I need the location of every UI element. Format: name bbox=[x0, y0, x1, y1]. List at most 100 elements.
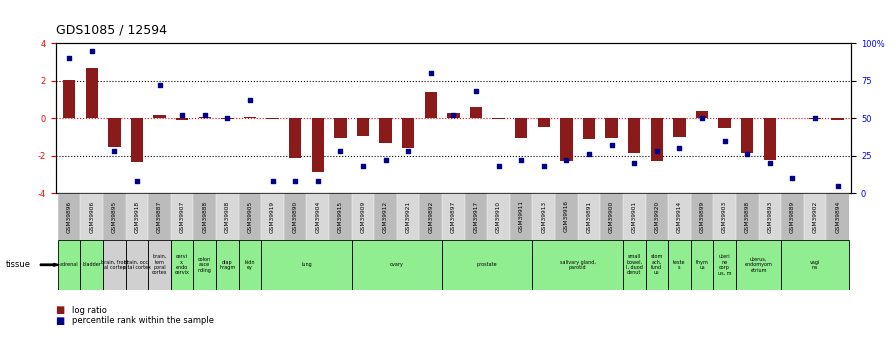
Bar bbox=[759, 193, 781, 240]
Point bbox=[356, 164, 370, 169]
Text: cervi
x,
endo
cervix: cervi x, endo cervix bbox=[175, 254, 190, 275]
Text: prostate: prostate bbox=[477, 262, 497, 267]
Text: uterus,
endomyom
etrium: uterus, endomyom etrium bbox=[745, 257, 772, 273]
Point bbox=[311, 178, 325, 184]
Point bbox=[62, 55, 76, 61]
Text: GSM39895: GSM39895 bbox=[112, 200, 116, 233]
Point bbox=[220, 115, 235, 121]
Bar bbox=[108, 118, 121, 147]
Bar bbox=[262, 193, 284, 240]
Bar bbox=[582, 118, 595, 139]
Text: GSM39911: GSM39911 bbox=[519, 200, 523, 233]
Text: GSM39919: GSM39919 bbox=[270, 200, 275, 233]
Bar bbox=[442, 240, 532, 290]
Bar bbox=[556, 193, 578, 240]
Bar bbox=[532, 193, 556, 240]
Point bbox=[718, 138, 732, 144]
Text: brain, front
al cortex: brain, front al cortex bbox=[100, 259, 128, 270]
Text: salivary gland,
parotid: salivary gland, parotid bbox=[560, 259, 596, 270]
Bar bbox=[379, 118, 392, 144]
Bar bbox=[628, 118, 641, 153]
Bar bbox=[103, 193, 125, 240]
Bar bbox=[668, 240, 691, 290]
Bar bbox=[713, 240, 736, 290]
Bar bbox=[176, 118, 188, 120]
Text: GSM39894: GSM39894 bbox=[835, 200, 840, 233]
Text: bladder: bladder bbox=[82, 262, 101, 267]
Point bbox=[672, 146, 686, 151]
Text: GSM39893: GSM39893 bbox=[767, 200, 772, 233]
Bar bbox=[221, 118, 234, 119]
Bar bbox=[125, 193, 148, 240]
Bar bbox=[713, 193, 736, 240]
Point bbox=[265, 178, 280, 184]
Text: GSM39909: GSM39909 bbox=[360, 200, 366, 233]
Point bbox=[469, 88, 483, 94]
Bar bbox=[447, 114, 460, 118]
Point bbox=[808, 115, 823, 121]
Text: GSM39890: GSM39890 bbox=[293, 200, 297, 233]
Bar bbox=[199, 117, 211, 118]
Bar bbox=[809, 118, 822, 119]
Bar bbox=[58, 193, 81, 240]
Text: GSM39887: GSM39887 bbox=[157, 200, 162, 233]
Bar bbox=[470, 107, 482, 118]
Text: GSM39910: GSM39910 bbox=[496, 200, 501, 233]
Bar bbox=[194, 193, 216, 240]
Bar bbox=[351, 193, 375, 240]
Bar bbox=[85, 68, 98, 118]
Text: GSM39912: GSM39912 bbox=[383, 200, 388, 233]
Text: uteri
ne
corp
us, m: uteri ne corp us, m bbox=[718, 254, 731, 275]
Point bbox=[537, 164, 551, 169]
Bar bbox=[244, 117, 256, 118]
Bar bbox=[351, 240, 442, 290]
Text: GSM39921: GSM39921 bbox=[406, 200, 410, 233]
Bar bbox=[58, 240, 81, 290]
Point bbox=[785, 175, 799, 181]
Point bbox=[243, 97, 257, 103]
Bar bbox=[668, 193, 691, 240]
Text: GSM39918: GSM39918 bbox=[134, 200, 140, 233]
Bar bbox=[334, 118, 347, 138]
Text: GSM39888: GSM39888 bbox=[202, 200, 207, 233]
Point bbox=[740, 151, 754, 157]
Text: GSM39899: GSM39899 bbox=[700, 200, 704, 233]
Bar bbox=[63, 80, 75, 118]
Bar bbox=[650, 118, 663, 161]
Text: GDS1085 / 12594: GDS1085 / 12594 bbox=[56, 23, 167, 36]
Bar bbox=[266, 118, 279, 119]
Text: GSM39889: GSM39889 bbox=[790, 200, 795, 233]
Bar bbox=[763, 118, 776, 160]
Point bbox=[695, 115, 710, 121]
Bar bbox=[645, 193, 668, 240]
Text: GSM39897: GSM39897 bbox=[451, 200, 456, 233]
Text: GSM39896: GSM39896 bbox=[66, 200, 72, 233]
Bar bbox=[216, 240, 238, 290]
Text: small
bowel,
I, duod
denut: small bowel, I, duod denut bbox=[625, 254, 642, 275]
Text: log ratio: log ratio bbox=[72, 306, 107, 315]
Bar bbox=[329, 193, 351, 240]
Text: GSM39906: GSM39906 bbox=[90, 200, 94, 233]
Text: kidn
ey: kidn ey bbox=[245, 259, 255, 270]
Text: GSM39904: GSM39904 bbox=[315, 200, 320, 233]
Bar bbox=[397, 193, 419, 240]
Point bbox=[762, 160, 777, 166]
Point bbox=[378, 157, 392, 163]
Text: GSM39898: GSM39898 bbox=[745, 200, 750, 233]
Point bbox=[333, 148, 348, 154]
Text: GSM39900: GSM39900 bbox=[609, 200, 614, 233]
Bar bbox=[645, 240, 668, 290]
Text: brain,
tem
poral
cortex: brain, tem poral cortex bbox=[151, 254, 168, 275]
Text: teste
s: teste s bbox=[673, 259, 685, 270]
Bar bbox=[691, 193, 713, 240]
Bar bbox=[741, 118, 754, 153]
Bar bbox=[375, 193, 397, 240]
Bar bbox=[465, 193, 487, 240]
Bar bbox=[125, 240, 148, 290]
Text: thym
us: thym us bbox=[695, 259, 709, 270]
Bar bbox=[623, 193, 645, 240]
Bar bbox=[691, 240, 713, 290]
Bar bbox=[600, 193, 623, 240]
Bar bbox=[284, 193, 306, 240]
Text: GSM39891: GSM39891 bbox=[587, 200, 591, 233]
